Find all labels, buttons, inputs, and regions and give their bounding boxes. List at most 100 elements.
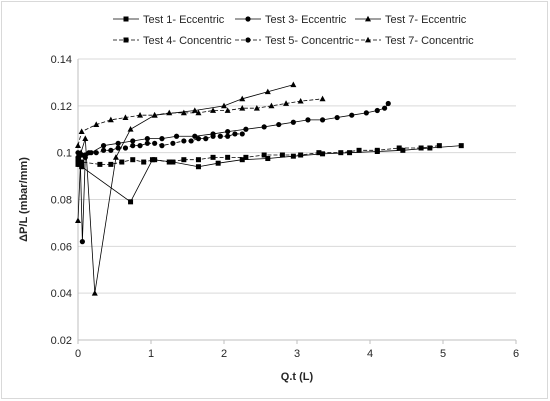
legend-marker (365, 36, 371, 43)
data-point (78, 128, 85, 134)
legend-item: Test 3- Eccentric (235, 14, 347, 26)
data-point (79, 164, 85, 170)
data-point (349, 112, 355, 118)
y-tick-label: 0.08 (51, 195, 72, 207)
series-5 (75, 131, 245, 160)
legend-label: Test 3- Eccentric (265, 14, 347, 26)
data-point (265, 156, 271, 162)
x-tick-label: 3 (294, 348, 300, 360)
data-point (97, 161, 103, 167)
data-point (191, 107, 198, 113)
data-point (93, 150, 99, 156)
legend-item: Test 7- Concentric (355, 35, 474, 47)
data-point (217, 133, 223, 139)
data-point (100, 147, 107, 153)
data-point (305, 117, 311, 123)
data-point (122, 114, 129, 120)
data-point (243, 154, 249, 160)
data-point (93, 121, 100, 127)
data-point (210, 107, 217, 113)
data-point (347, 150, 353, 156)
data-point (100, 143, 107, 149)
data-point (279, 152, 285, 158)
data-point (144, 136, 150, 142)
x-tick-label: 0 (75, 348, 81, 360)
data-point (130, 143, 136, 149)
data-point (338, 150, 344, 156)
data-point (166, 109, 173, 116)
data-point (86, 150, 92, 156)
data-point (115, 140, 121, 146)
data-point (334, 114, 340, 121)
data-point (400, 147, 406, 153)
data-point (159, 136, 165, 142)
legend-item: Test 1- Eccentric (113, 14, 225, 26)
legend-label: Test 7- Eccentric (385, 14, 467, 26)
data-point (243, 126, 249, 132)
data-point (382, 105, 388, 111)
data-point (151, 112, 158, 118)
data-point (225, 128, 231, 135)
y-axis-title: ΔP/L (mbar/mm) (18, 157, 30, 242)
legend-item: Test 7- Eccentric (355, 14, 467, 26)
data-point (319, 95, 326, 102)
legend-label: Test 5- Concentric (265, 35, 354, 47)
legend-marker (123, 16, 129, 22)
y-tick-label: 0.14 (51, 54, 72, 66)
data-point (290, 81, 297, 88)
x-tick-label: 1 (148, 348, 154, 360)
x-tick-label: 5 (440, 348, 446, 360)
legend-marker (365, 15, 371, 22)
data-point (119, 159, 125, 165)
data-point (224, 107, 231, 113)
series-line (77, 98, 323, 146)
data-point (261, 124, 267, 130)
data-point (253, 104, 260, 111)
data-point (210, 133, 216, 139)
data-point (436, 143, 442, 149)
data-point (225, 133, 231, 139)
data-point (232, 131, 238, 137)
data-point (283, 100, 290, 106)
data-point (385, 100, 391, 107)
data-point (144, 140, 150, 146)
data-point (130, 138, 136, 144)
legend-item: Test 5- Concentric (235, 35, 354, 47)
legend-marker (245, 37, 251, 43)
series-4 (75, 143, 442, 167)
legend-label: Test 1- Eccentric (143, 14, 225, 26)
data-point (458, 143, 464, 149)
series-line (77, 103, 389, 242)
data-point (107, 116, 114, 123)
data-point (122, 145, 129, 151)
series-6 (75, 95, 326, 149)
data-point (159, 143, 165, 149)
data-point (75, 217, 81, 223)
data-point (188, 138, 194, 144)
data-point (396, 145, 402, 151)
data-point (319, 117, 326, 123)
data-point (127, 126, 134, 132)
data-point (239, 104, 246, 111)
data-point (298, 152, 304, 158)
data-point (261, 152, 267, 158)
data-point (221, 102, 227, 109)
data-point (276, 121, 282, 128)
series-line (77, 84, 294, 294)
data-point (374, 147, 380, 153)
data-point (215, 160, 221, 166)
data-point (418, 145, 424, 151)
data-point (195, 136, 202, 142)
series-2 (75, 100, 391, 245)
data-point (195, 164, 201, 170)
data-point (115, 145, 121, 151)
data-point (297, 97, 304, 104)
x-axis-title: Q.t (L) (281, 371, 314, 383)
data-point (79, 152, 85, 158)
data-point (112, 154, 119, 160)
data-point (75, 142, 81, 149)
data-point (152, 157, 158, 163)
data-point (173, 133, 180, 139)
data-point (316, 150, 322, 156)
